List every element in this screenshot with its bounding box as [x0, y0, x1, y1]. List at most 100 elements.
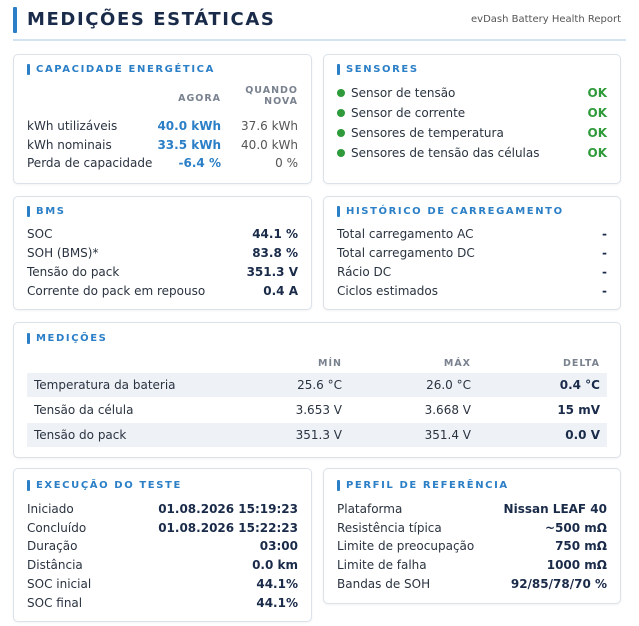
row-value: -	[602, 265, 607, 279]
row-value: 40.0 kWh	[157, 119, 221, 133]
row-value: 40.0 kWh	[241, 137, 298, 152]
row-label: Total carregamento AC	[337, 227, 474, 241]
row-value: 01.08.2026 15:19:23	[158, 502, 298, 516]
row-value: 0 %	[275, 156, 298, 170]
status-dot	[337, 109, 345, 117]
header-bar	[13, 7, 17, 33]
row-value: 03:00	[259, 539, 298, 554]
status-value: OK	[587, 146, 608, 160]
status-value: OK	[587, 126, 608, 140]
row-value: 01.08.2026 15:22:23	[158, 520, 298, 535]
row-value: -	[602, 227, 607, 241]
row-label: Rácio DC	[337, 265, 392, 279]
row-value: 83.8 %	[252, 246, 298, 260]
row-label: Corrente do pack em repouso	[27, 284, 206, 298]
row-value: ~500 mΩ	[545, 520, 607, 535]
row-value: -	[602, 284, 607, 298]
card-accent	[27, 333, 30, 344]
card-accent	[27, 480, 30, 491]
row-band	[27, 423, 607, 447]
status-value: OK	[587, 106, 608, 120]
row-value: 351.4 V	[424, 428, 471, 442]
card: PERFIL DE REFERÊNCIA Plataforma Nissan LEA…	[323, 468, 621, 604]
row-value: 44.1%	[256, 576, 298, 591]
column-header: AGORA	[178, 93, 221, 104]
page-title: MEDIÇÕES ESTÁTICAS	[27, 9, 276, 30]
row-value: 92/85/78/70 %	[510, 576, 607, 591]
row-value: 44.1%	[256, 595, 298, 610]
row-band	[27, 373, 607, 397]
row-value: 1000 mΩ	[546, 558, 607, 573]
status-dot	[337, 89, 345, 97]
row-value: 26.0 °C	[426, 378, 471, 392]
row-label: Duração	[27, 539, 78, 554]
page-subtitle: evDash Battery Health Report	[471, 14, 621, 25]
row-label: Sensor de tensão	[351, 86, 456, 100]
card-accent	[337, 206, 340, 217]
row-label: Sensores de tensão das células	[351, 146, 540, 160]
row-value: 0.4 A	[263, 284, 298, 298]
row-label: Plataforma	[337, 502, 403, 516]
card: SENSORES Sensor de tensão OK Sensor de corr…	[323, 54, 621, 184]
card-accent	[27, 206, 30, 217]
card-title: CAPACIDADE ENERGÉTICA	[36, 64, 215, 75]
row-label: Tensão do pack	[34, 428, 127, 442]
card-title: PERFIL DE REFERÊNCIA	[346, 480, 509, 491]
row-label: SOH (BMS)*	[27, 246, 99, 260]
card: MEDIÇÕES MÍN MÁX DELTA Temperatura da bateri…	[13, 322, 621, 458]
row-value: 3.668 V	[424, 403, 471, 417]
row-value: 44.1 %	[252, 227, 298, 241]
card-accent	[27, 64, 30, 75]
row-value: 351.3 V	[295, 428, 342, 442]
row-label: Iniciado	[27, 502, 74, 516]
status-dot	[337, 149, 345, 157]
row-label: Total carregamento DC	[337, 246, 475, 260]
card: CAPACIDADE ENERGÉTICA AGORA QUANDO NOVA kWh…	[13, 54, 312, 184]
row-label: Concluído	[27, 520, 87, 535]
row-value: -	[602, 246, 607, 260]
row-label: Tensão do pack	[27, 265, 120, 279]
row-label: Tensão da célula	[34, 403, 134, 417]
row-value: -6.4 %	[178, 156, 221, 170]
card-accent	[337, 64, 340, 75]
card: EXECUÇÃO DO TESTE Iniciado 01.08.2026 15:1…	[13, 468, 312, 622]
row-label: kWh utilizáveis	[27, 119, 118, 133]
card-title: EXECUÇÃO DO TESTE	[36, 480, 182, 491]
row-label: Temperatura da bateria	[34, 378, 176, 392]
row-label: Sensores de temperatura	[351, 126, 504, 140]
row-value: 3.653 V	[295, 403, 342, 417]
status-dot	[337, 129, 345, 137]
row-value: 25.6 °C	[297, 378, 342, 392]
row-value: 37.6 kWh	[241, 119, 298, 133]
card: HISTÓRICO DE CARREGAMENTO Total carregame…	[323, 196, 621, 310]
row-value: 750 mΩ	[555, 539, 607, 554]
column-header: MÁX	[443, 358, 471, 369]
card: BMS SOC 44.1 % SOH (BMS)* 83.8 % Tensão do pa…	[13, 196, 312, 310]
row-value: 0.0 km	[252, 558, 298, 573]
row-value: 15 mV	[557, 403, 600, 417]
card-title: SENSORES	[346, 64, 419, 75]
status-value: OK	[587, 86, 608, 100]
row-label: Ciclos estimados	[337, 284, 438, 298]
row-value: 351.3 V	[246, 265, 298, 279]
row-label: Sensor de corrente	[351, 106, 466, 120]
row-label: Limite de falha	[337, 558, 427, 573]
header-rule	[13, 39, 626, 41]
row-label: Perda de capacidade	[27, 156, 153, 170]
row-label: SOC	[27, 227, 53, 241]
row-value: 33.5 kWh	[157, 137, 221, 152]
row-value: Nissan LEAF 40	[503, 502, 607, 516]
card-title: HISTÓRICO DE CARREGAMENTO	[346, 206, 564, 217]
row-label: Distância	[27, 558, 83, 573]
row-label: SOC inicial	[27, 576, 92, 591]
card-title: MEDIÇÕES	[36, 333, 108, 344]
row-label: kWh nominais	[27, 137, 112, 152]
row-label: Resistência típica	[337, 520, 442, 535]
column-header: MÍN	[318, 358, 342, 369]
card-accent	[337, 480, 340, 491]
card-title: BMS	[36, 206, 66, 217]
row-value: 0.0 V	[565, 428, 600, 442]
column-header: DELTA	[563, 358, 600, 369]
row-label: Limite de preocupação	[337, 539, 475, 554]
